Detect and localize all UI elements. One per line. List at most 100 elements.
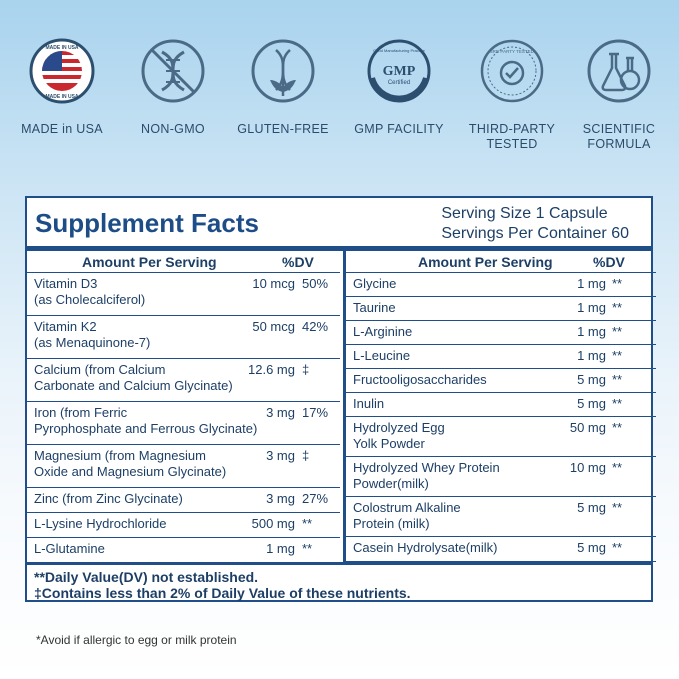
nutrient-row: Vitamin D3 (as Cholecalciferol) 10 mcg 50%	[27, 273, 340, 316]
nutrient-row: Casein Hydrolysate(milk) 5 mg **	[346, 537, 656, 562]
nutrient-amount: 500 mg	[251, 516, 295, 531]
nutrient-row: Taurine 1 mg **	[346, 297, 656, 321]
usa-seal-bottom-text: MADE IN USA	[45, 94, 78, 100]
third-party-arc-text: 3RD PARTY TESTED	[490, 49, 534, 54]
badge-made-in-usa: MADE IN USA MADE IN USA MADE in USA	[7, 38, 117, 137]
nutrient-dv: ‡	[302, 448, 310, 463]
nutrient-dv: 42%	[302, 319, 329, 334]
nutrient-amount: 3 mg	[266, 491, 295, 506]
nutrient-row: Colostrum Alkaline Protein (milk) 5 mg **	[346, 497, 656, 537]
footnote-dv: **Daily Value(DV) not established.	[34, 569, 259, 585]
nutrient-amount: 50 mg	[569, 420, 606, 435]
certification-badges: MADE IN USA MADE IN USA MADE in USA NON-…	[0, 38, 679, 158]
badge-label: GMP FACILITY	[354, 122, 444, 136]
nutrient-amount: 1 mg	[577, 348, 606, 363]
nutrient-name: Colostrum Alkaline Protein (milk)	[353, 500, 461, 531]
nutrient-dv: 50%	[302, 276, 329, 291]
gmp-top-text: Good Manufacturing Practice	[373, 48, 426, 53]
column-header: Amount Per Serving %DV	[27, 251, 340, 273]
nutrient-row: Magnesium (from Magnesium Oxide and Magn…	[27, 445, 340, 488]
nutrient-dv: **	[612, 540, 623, 555]
usa-seal-top-text: MADE IN USA	[45, 45, 78, 51]
third-party-tested-icon: 3RD PARTY TESTED	[479, 38, 545, 104]
nutrient-name: Casein Hydrolysate(milk)	[353, 540, 498, 555]
nutrient-name: Magnesium (from Magnesium Oxide and Magn…	[34, 448, 227, 479]
header-amount: Amount Per Serving	[82, 254, 217, 270]
nutrient-dv: **	[612, 420, 623, 435]
nutrient-amount: 5 mg	[577, 500, 606, 515]
nutrient-dv: **	[302, 516, 313, 531]
nutrient-amount: 3 mg	[266, 405, 295, 420]
header-dv: %DV	[282, 254, 314, 270]
allergy-note: *Avoid if allergic to egg or milk protei…	[36, 633, 237, 647]
right-column: Amount Per Serving %DV Glycine 1 mg ** Taur…	[343, 251, 656, 562]
nutrient-dv: **	[612, 460, 623, 475]
nutrient-amount: 1 mg	[577, 300, 606, 315]
badge-non-gmo: NON-GMO	[118, 38, 228, 137]
nutrient-row: L-Lysine Hydrochloride 500 mg **	[27, 513, 340, 538]
supplement-facts-panel: Supplement Facts Serving Size 1 Capsule …	[25, 196, 656, 605]
nutrient-name: Inulin	[353, 396, 385, 411]
nutrient-amount: 12.6 mg	[248, 362, 295, 377]
made-in-usa-seal-icon: MADE IN USA MADE IN USA	[29, 38, 95, 104]
nutrient-name: Vitamin K2 (as Menaquinone-7)	[34, 319, 151, 350]
badge-label: SCIENTIFIC FORMULA	[582, 122, 656, 151]
header-dv: %DV	[593, 254, 625, 270]
nutrient-name: Calcium (from Calcium Carbonate and Calc…	[34, 362, 233, 393]
panel-title: Supplement Facts	[35, 208, 259, 238]
footnotes: **Daily Value(DV) not established. ‡Cont…	[27, 562, 651, 605]
nutrient-dv: **	[612, 500, 623, 515]
nutrient-amount: 1 mg	[266, 541, 295, 556]
nutrient-row: Hydrolyzed Egg Yolk Powder 50 mg **	[346, 417, 656, 457]
badge-scientific: SCIENTIFIC FORMULA	[564, 38, 674, 152]
badge-gluten-free: GLUTEN-FREE	[228, 38, 338, 137]
nutrient-row: Vitamin K2 (as Menaquinone-7) 50 mcg 42%	[27, 316, 340, 359]
nutrient-dv: ‡	[302, 362, 310, 377]
badge-label: THIRD-PARTY TESTED	[468, 122, 556, 151]
nutrient-row: L-Leucine 1 mg **	[346, 345, 656, 369]
header-amount: Amount Per Serving	[418, 254, 553, 270]
serving-size: Serving Size 1 Capsule	[441, 205, 608, 222]
nutrient-row: L-Glutamine 1 mg **	[27, 538, 340, 563]
title-divider	[27, 246, 651, 251]
nutrient-row: Hydrolyzed Whey Protein Powder(milk) 10 m…	[346, 457, 656, 497]
nutrient-amount: 10 mcg	[252, 276, 295, 291]
nutrient-dv: **	[612, 372, 623, 387]
nutrient-row: Fructooligosaccharides 5 mg **	[346, 369, 656, 393]
nutrient-dv: **	[612, 300, 623, 315]
nutrient-row: Calcium (from Calcium Carbonate and Calc…	[27, 359, 340, 402]
non-gmo-icon	[140, 38, 206, 104]
nutrient-name: Zinc (from Zinc Glycinate)	[34, 491, 183, 506]
badge-label: NON-GMO	[141, 122, 205, 136]
nutrient-name: Hydrolyzed Egg Yolk Powder	[353, 420, 445, 451]
gmp-main-text: GMP	[383, 64, 416, 79]
nutrient-row: Inulin 5 mg **	[346, 393, 656, 417]
nutrient-name: Iron (from Ferric Pyrophosphate and Ferr…	[34, 405, 258, 436]
badge-label: MADE in USA	[21, 122, 103, 136]
footnote-double-dagger: ‡Contains less than 2% of Daily Value of…	[34, 585, 411, 601]
nutrient-amount: 1 mg	[577, 276, 606, 291]
nutrient-name: L-Lysine Hydrochloride	[34, 516, 167, 531]
nutrient-dv: **	[302, 541, 313, 556]
nutrient-amount: 5 mg	[577, 540, 606, 555]
nutrient-amount: 1 mg	[577, 324, 606, 339]
badge-gmp: Good Manufacturing Practice GMP Certifie…	[344, 38, 454, 137]
nutrient-amount: 5 mg	[577, 372, 606, 387]
nutrient-dv: 17%	[302, 405, 329, 420]
nutrient-dv: **	[612, 348, 623, 363]
column-header: Amount Per Serving %DV	[346, 251, 656, 273]
serving-info: Serving Size 1 Capsule Servings Per Cont…	[441, 204, 629, 244]
left-column: Amount Per Serving %DV Vitamin D3 (as Ch…	[27, 251, 340, 563]
nutrient-name: L-Arginine	[353, 324, 413, 339]
nutrient-name: L-Leucine	[353, 348, 411, 363]
gmp-sub-text: Certified	[388, 80, 410, 86]
nutrient-name: L-Glutamine	[34, 541, 105, 556]
nutrient-row: Glycine 1 mg **	[346, 273, 656, 297]
nutrient-name: Fructooligosaccharides	[353, 372, 487, 387]
nutrient-row: Zinc (from Zinc Glycinate) 3 mg 27%	[27, 488, 340, 513]
nutrient-dv: **	[612, 276, 623, 291]
nutrient-amount: 5 mg	[577, 396, 606, 411]
badge-label: GLUTEN-FREE	[237, 122, 329, 136]
nutrient-amount: 3 mg	[266, 448, 295, 463]
servings-per-container: Servings Per Container 60	[441, 225, 629, 242]
